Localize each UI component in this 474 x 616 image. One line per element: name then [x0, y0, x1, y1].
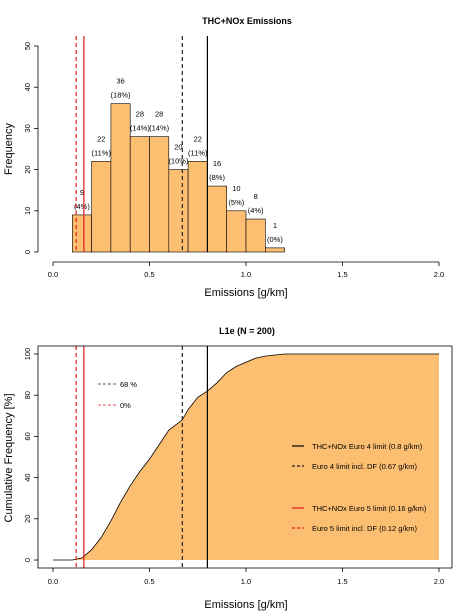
cumulative-x-tick-label: 0.5: [144, 577, 154, 586]
legend-euro5-label: THC+NOx Euro 5 limit (0.16 g/km): [312, 504, 427, 513]
histogram-x-tick-label: 0.0: [48, 270, 58, 279]
histogram-x-tick-label: 0.5: [144, 270, 154, 279]
histogram-limit-lines: [75, 36, 208, 252]
histogram-bar-count: 16: [213, 159, 221, 168]
histogram-bar: [72, 214, 92, 253]
histogram-bar: [149, 136, 170, 253]
cumulative-x-label: Emissions [g/km]: [204, 599, 287, 611]
histogram-bar-count: 8: [254, 192, 258, 201]
cumulative-y-tick-label: 0: [23, 558, 32, 562]
histogram-bar-percent: (11%): [188, 148, 208, 157]
histogram-title: THC+NOx Emissions: [202, 16, 292, 26]
cumulative-x-ticks: 0.0 0.5 1.0 1.5 2.0: [48, 568, 444, 586]
histogram-x-tick-label: 1.5: [337, 270, 347, 279]
cumulative-limit-lines: [75, 346, 208, 568]
histogram-bar-percent: (8%): [209, 173, 225, 182]
histogram-bar: [226, 210, 247, 253]
histogram-y-tick-label: 40: [23, 83, 32, 91]
histogram-x-ticks: 0.0 0.5 1.0 1.5 2.0: [48, 262, 444, 279]
histogram-bar: [168, 169, 189, 253]
histogram-y-tick-label: 20: [23, 165, 32, 173]
histogram-bar: [264, 247, 285, 253]
histogram-x-label: Emissions [g/km]: [204, 287, 287, 299]
histogram-bar: [110, 103, 131, 253]
cumulative-annotations: 68 % 0%: [98, 380, 137, 410]
histogram-bars: [72, 103, 285, 253]
histogram-bar-count: 10: [232, 184, 240, 193]
histogram-bar-percent: (11%): [92, 148, 112, 157]
legend-euro5-df-label: Euro 5 limit incl. DF (0.12 g/km): [312, 524, 418, 533]
histogram-bar-count: 1: [273, 221, 277, 230]
histogram-y-label: Frequency: [3, 123, 15, 175]
cumulative-x-tick-label: 1.0: [241, 577, 251, 586]
histogram-bar-count: 22: [97, 134, 105, 143]
cumulative-y-tick-label: 80: [23, 391, 32, 399]
histogram-y-ticks: 0 10 20 30 40 50: [23, 42, 38, 254]
histogram-bar: [187, 161, 208, 253]
histogram-bar-count: 28: [136, 110, 144, 119]
cumulative-title: L1e (N = 200): [219, 326, 275, 336]
histogram-bar-percent: (14%): [130, 124, 151, 133]
histogram-panel: THC+NOx Emissions 9 (4%) 22 (11%) 36 (18%) 28 (…: [3, 16, 444, 299]
annotation-68-text: 68 %: [120, 380, 137, 389]
cumulative-y-label: Cumulative Frequency [%]: [3, 394, 15, 523]
histogram-bar-labels: 9 (4%) 22 (11%) 36 (18%) 28 (14%) 28 (14%) 20 (10%)…: [74, 77, 283, 244]
cumulative-x-tick-label: 1.5: [337, 577, 347, 586]
histogram-bar-percent: (5%): [228, 198, 244, 207]
histogram-bar-percent: (0%): [267, 235, 283, 244]
cumulative-plot-box: [37, 345, 453, 569]
cumulative-y-tick-label: 20: [23, 515, 32, 523]
cumulative-x-tick-label: 2.0: [434, 577, 444, 586]
cumulative-y-tick-label: 100: [23, 348, 32, 361]
annotation-0-text: 0%: [120, 401, 131, 410]
histogram-bar-count: 9: [80, 188, 84, 197]
histogram-y-tick-label: 30: [23, 124, 32, 132]
histogram-bar: [245, 218, 266, 253]
cumulative-legend: THC+NOx Euro 4 limit (0.8 g/km) Euro 4 l…: [292, 442, 427, 533]
histogram-bar-percent: (14%): [149, 124, 170, 133]
cumulative-area: [53, 354, 439, 560]
histogram-x-tick-label: 1.0: [241, 270, 251, 279]
histogram-y-tick-label: 0: [23, 250, 32, 254]
histogram-y-tick-label: 10: [23, 207, 32, 215]
histogram-bar-count: 28: [155, 110, 163, 119]
histogram-bar: [129, 136, 150, 253]
cumulative-panel: L1e (N = 200) 0.0 0.5 1.0 1.5 2.0 0 20 40 60 80 1…: [3, 326, 453, 611]
histogram-bar-count: 36: [116, 77, 124, 86]
histogram-bar-percent: (10%): [168, 157, 189, 166]
cumulative-y-tick-label: 60: [23, 432, 32, 440]
legend-euro4-df-label: Euro 4 limit incl. DF (0.67 g/km): [312, 462, 418, 471]
legend-euro4-label: THC+NOx Euro 4 limit (0.8 g/km): [312, 442, 423, 451]
histogram-bar-percent: (4%): [248, 206, 264, 215]
histogram-bar-count: 22: [194, 134, 202, 143]
cumulative-y-tick-label: 40: [23, 473, 32, 481]
cumulative-y-ticks: 0 20 40 60 80 100: [23, 348, 38, 562]
histogram-bar-percent: (18%): [111, 91, 132, 100]
histogram-bar: [91, 161, 112, 253]
histogram-bar-percent: (4%): [74, 202, 90, 211]
histogram-y-tick-label: 50: [23, 42, 32, 50]
histogram-bar: [207, 185, 227, 253]
histogram-bar-count: 20: [174, 143, 182, 152]
cumulative-x-tick-label: 0.0: [48, 577, 58, 586]
histogram-x-tick-label: 2.0: [434, 270, 444, 279]
